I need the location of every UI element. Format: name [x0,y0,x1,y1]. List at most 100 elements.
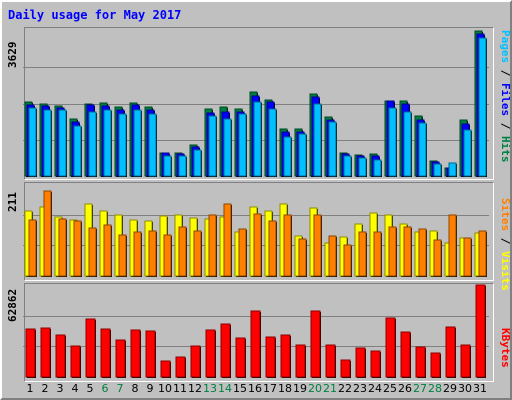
kbytes-bar-31 [475,284,486,378]
sites-bar-2 [43,190,52,277]
pages-bar-26 [403,111,412,177]
kbytes-bar-24 [370,350,381,378]
pages-bar-3 [58,109,67,177]
pages-bar-1 [28,107,37,177]
pages-bar-30 [463,129,472,177]
pages-bar-25 [388,107,397,177]
kbytes-bar-28 [430,352,441,378]
sites-bar-28 [433,239,442,277]
pages-bar-19 [298,133,307,177]
sites-bar-20 [313,214,322,277]
kbytes-bar-9 [145,330,156,378]
day-label-13: 13 [203,382,217,395]
day-label-31: 31 [473,382,487,395]
sites-bar-21 [328,235,337,277]
kbytes-bar-2 [40,327,51,378]
day-label-11: 11 [173,382,187,395]
pages-bar-7 [118,113,127,177]
pages-bar-9 [148,113,157,177]
pages-bar-13 [208,115,217,177]
pages-bar-31 [478,37,487,177]
sites-bar-23 [358,231,367,277]
day-label-7: 7 [117,382,124,395]
kbytes-bar-26 [400,331,411,378]
kbytes-bar-5 [85,318,96,378]
pages-bar-8 [133,109,142,177]
sites-bar-24 [373,231,382,277]
sites-bar-16 [253,213,262,277]
pages-bar-21 [328,121,337,177]
pages-bar-24 [373,159,382,177]
pages-bar-6 [103,109,112,177]
day-label-18: 18 [278,382,292,395]
sites-bar-9 [148,230,157,277]
sites-bar-19 [298,238,307,277]
kbytes-bar-4 [70,345,81,378]
sites-bar-13 [208,214,217,277]
kbytes-bar-15 [235,337,246,378]
sites-bar-31 [478,230,487,277]
pages-bar-16 [253,101,262,177]
day-label-8: 8 [132,382,139,395]
kbytes-bar-6 [100,328,111,378]
day-label-21: 21 [323,382,337,395]
kbytes-bar-8 [130,329,141,378]
pages-bar-27 [418,122,427,177]
sites-bar-14 [223,203,232,277]
day-label-20: 20 [308,382,322,395]
kbytes-bar-20 [310,310,321,378]
kbytes-bar-17 [265,336,276,378]
kbytes-bar-22 [340,359,351,378]
day-label-3: 3 [57,382,64,395]
kbytes-bar-30 [460,344,471,378]
sites-bar-8 [133,231,142,277]
kbytes-bar-29 [445,326,456,378]
sites-bar-17 [268,220,277,277]
pages-bar-22 [343,155,352,177]
day-label-17: 17 [263,382,277,395]
day-label-29: 29 [443,382,457,395]
day-label-12: 12 [188,382,202,395]
kbytes-bar-12 [190,345,201,378]
kbytes-bar-25 [385,317,396,378]
day-label-27: 27 [413,382,427,395]
sites-bar-27 [418,228,427,277]
day-label-5: 5 [87,382,94,395]
chart-title: Daily usage for May 2017 [8,8,182,22]
pages-bar-2 [43,109,52,177]
sites-bar-3 [58,218,67,277]
kbytes-bar-3 [55,334,66,378]
pages-bar-17 [268,108,277,177]
kbytes-bar-10 [160,360,171,378]
day-label-4: 4 [72,382,79,395]
day-label-15: 15 [233,382,247,395]
sites-bar-22 [343,244,352,277]
sites-bar-26 [403,226,412,277]
day-label-6: 6 [102,382,109,395]
kbytes-bar-23 [355,347,366,378]
kbytes-bar-27 [415,346,426,378]
sites-bar-10 [163,234,172,277]
day-label-1: 1 [27,382,34,395]
day-label-9: 9 [147,382,154,395]
kbytes-bar-13 [205,329,216,378]
pages-bar-18 [283,136,292,177]
pages-bar-12 [193,149,202,177]
sites-bar-4 [73,220,82,277]
pages-bar-28 [433,163,442,177]
day-label-25: 25 [383,382,397,395]
day-label-14: 14 [218,382,232,395]
day-label-22: 22 [338,382,352,395]
day-label-2: 2 [42,382,49,395]
kbytes-bar-7 [115,339,126,378]
sites-bar-6 [103,224,112,277]
day-label-19: 19 [293,382,307,395]
day-label-26: 26 [398,382,412,395]
sites-bar-7 [118,234,127,277]
sites-bar-1 [28,219,37,277]
pages-bar-20 [313,103,322,177]
pages-bar-23 [358,157,367,177]
sites-bar-18 [283,214,292,277]
